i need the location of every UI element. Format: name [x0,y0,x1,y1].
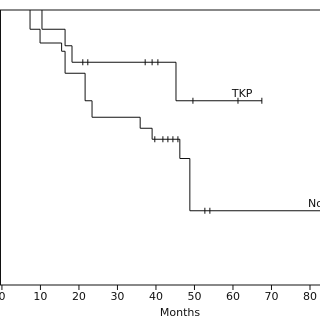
x-axis-label: Months [160,306,200,319]
x-tick-label: 60 [226,290,240,303]
x-tick-label: 80 [303,290,317,303]
x-tick-label: 70 [264,290,278,303]
series-label: TKP [231,87,253,100]
series-label: Non-TKP [308,197,320,210]
plot-frame [0,9,320,286]
x-tick-label: 10 [33,290,47,303]
x-tick-label: 50 [187,290,201,303]
x-tick-label: 40 [149,290,163,303]
x-tick-label: 0 [0,290,5,303]
x-tick-label: 20 [72,290,86,303]
x-tick-label: 30 [110,290,124,303]
